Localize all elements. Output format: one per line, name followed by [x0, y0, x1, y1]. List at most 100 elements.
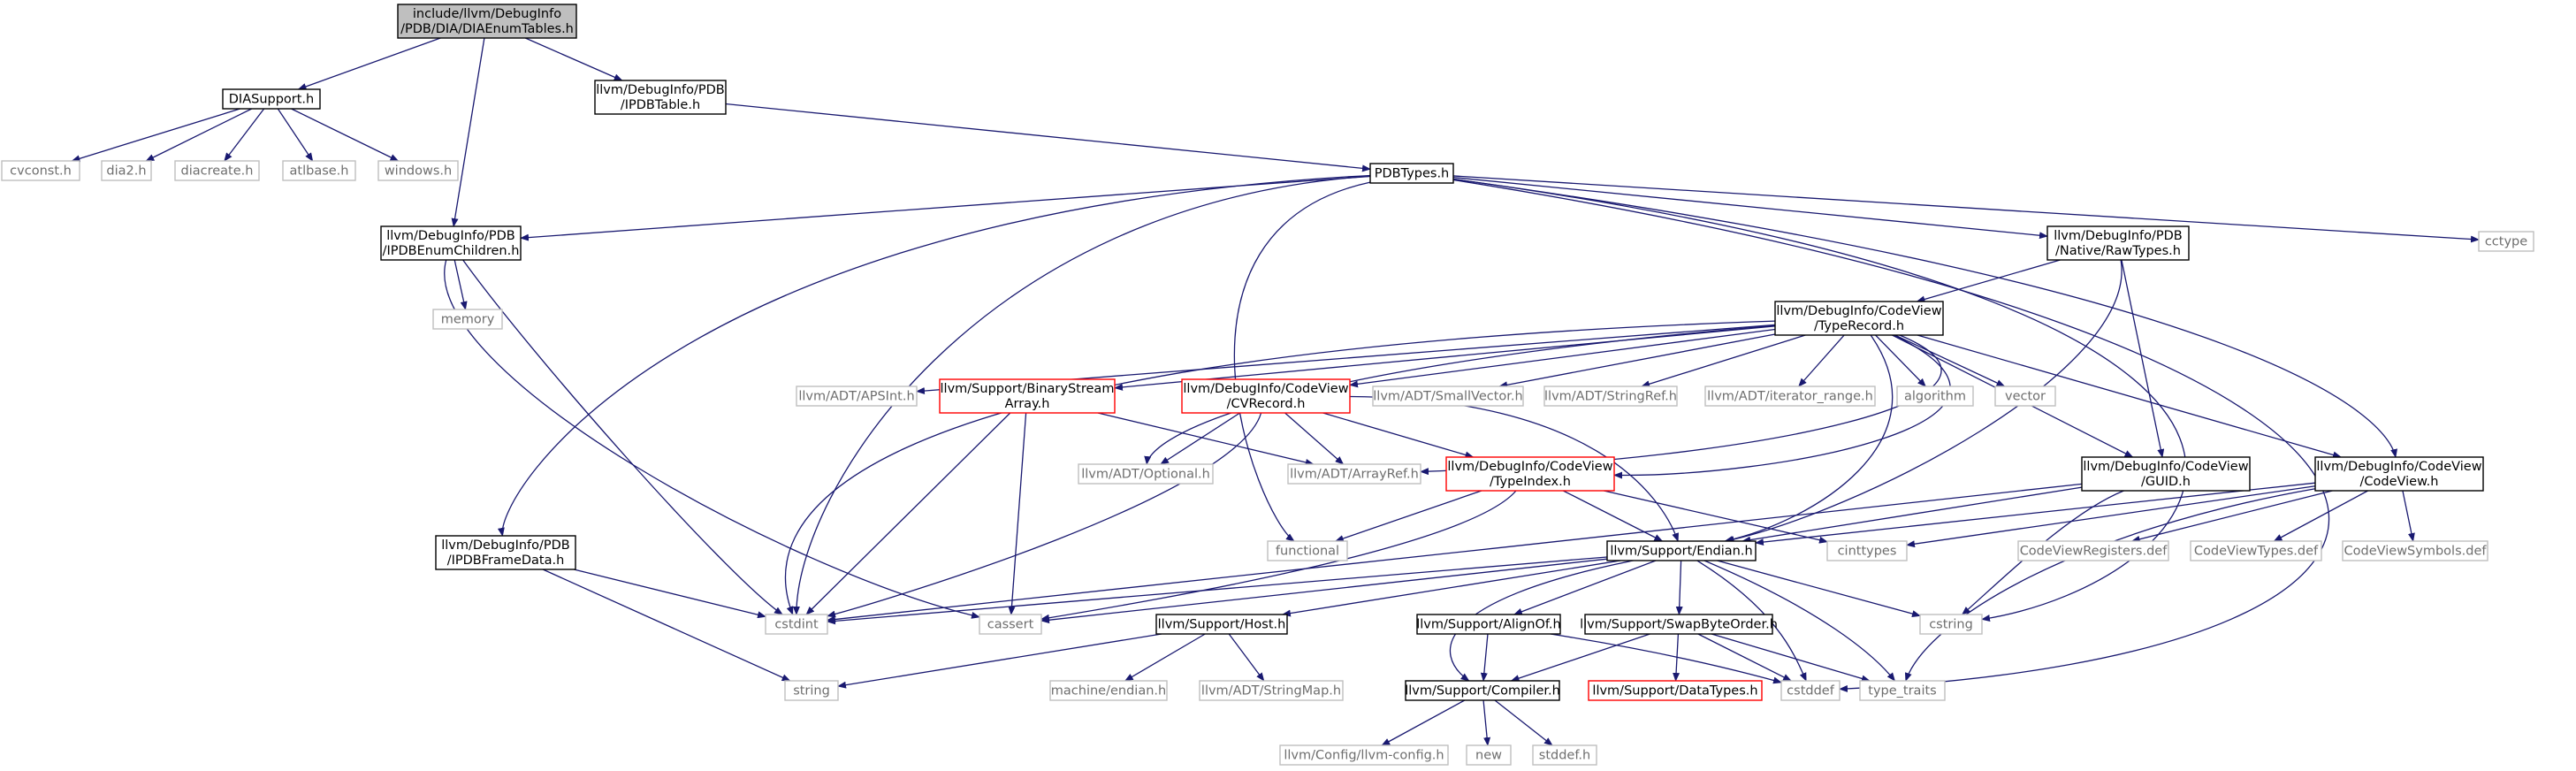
node-endian[interactable]: llvm/Support/Endian.h: [1606, 540, 1757, 561]
node-string[interactable]: string: [784, 680, 839, 701]
node-box-compiler: [1405, 680, 1560, 701]
node-vector[interactable]: vector: [1994, 386, 2056, 407]
edge-diasupport-to-windows: [291, 108, 400, 162]
node-typeindex[interactable]: llvm/DebugInfo/CodeView/TypeIndex.h: [1445, 456, 1615, 492]
node-label-cvrecord-line-0: llvm/DebugInfo/CodeView: [1183, 382, 1348, 396]
node-box-string: [784, 680, 839, 701]
node-box-cassert: [979, 614, 1042, 635]
node-box-swapbyteorder: [1584, 614, 1773, 635]
node-label-typerecord-line-1: /TypeRecord.h: [1814, 319, 1904, 333]
edge-typerecord-to-vector: [1894, 334, 2006, 387]
node-cvregisters[interactable]: CodeViewRegisters.def: [2017, 540, 2169, 561]
edge-host-to-machineendian: [1124, 633, 1206, 682]
node-atlbase[interactable]: atlbase.h: [282, 160, 356, 181]
edge-typerecord-to-algorithm: [1875, 334, 1926, 387]
node-smallvector[interactable]: llvm/ADT/SmallVector.h: [1372, 386, 1524, 407]
node-pdbtypes[interactable]: PDBTypes.h: [1369, 163, 1454, 184]
node-box-diasupport: [222, 88, 321, 110]
node-algorithm[interactable]: algorithm: [1896, 386, 1974, 407]
edge-typerecord-to-iterrange: [1798, 334, 1845, 387]
edge-diasupport-to-dia2: [145, 108, 253, 162]
node-stringmap[interactable]: llvm/ADT/StringMap.h: [1199, 680, 1344, 701]
node-cstdint[interactable]: cstdint: [765, 614, 828, 635]
node-windows[interactable]: windows.h: [377, 160, 459, 181]
node-optional[interactable]: llvm/ADT/Optional.h: [1078, 463, 1214, 485]
node-stddef[interactable]: stddef.h: [1532, 744, 1597, 766]
node-apsint[interactable]: llvm/ADT/APSInt.h: [796, 386, 918, 407]
node-cvconst[interactable]: cvconst.h: [1, 160, 80, 181]
edge-typeindex-to-endian: [1563, 490, 1664, 542]
node-box-cvregisters: [2017, 540, 2169, 561]
edge-cvrecord-to-optional: [1160, 412, 1240, 465]
edge-swapbyteorder-to-cstddef: [1697, 633, 1793, 682]
node-llvmconfig[interactable]: llvm/Config/llvm-config.h: [1279, 744, 1449, 766]
node-label-typeindex-line-1: /TypeIndex.h: [1490, 475, 1571, 489]
node-diacreate[interactable]: diacreate.h: [174, 160, 260, 181]
node-ipdbframedata[interactable]: llvm/DebugInfo/PDB/IPDBFrameData.h: [435, 535, 576, 570]
node-box-cvconst: [1, 160, 80, 181]
node-new[interactable]: new: [1466, 744, 1512, 766]
edge-compiler-to-new: [1482, 699, 1491, 746]
node-label-cstring-line-0: cstring: [1929, 618, 1973, 632]
node-typerecord[interactable]: llvm/DebugInfo/CodeView/TypeRecord.h: [1774, 301, 1944, 336]
node-label-typerecord-line-0: llvm/DebugInfo/CodeView: [1776, 304, 1941, 318]
node-diasupport[interactable]: DIASupport.h: [222, 88, 321, 110]
node-guid[interactable]: llvm/DebugInfo/CodeView/GUID.h: [2081, 456, 2251, 492]
node-label-ipdbtable-line-0: llvm/DebugInfo/PDB: [596, 83, 725, 97]
node-label-cstdint-line-0: cstdint: [774, 618, 819, 632]
node-label-compiler-line-0: llvm/Support/Compiler.h: [1405, 684, 1560, 698]
node-rawtypes[interactable]: llvm/DebugInfo/PDB/Native/RawTypes.h: [2046, 225, 2190, 261]
edge-diasupport-to-diacreate: [224, 108, 265, 162]
node-label-binarystream-line-0: llvm/Support/BinaryStream: [941, 382, 1115, 396]
node-label-apsint-line-0: llvm/ADT/APSInt.h: [798, 390, 914, 404]
edge-rawtypes-to-typerecord: [1916, 259, 2061, 303]
node-label-ipdbframedata-line-0: llvm/DebugInfo/PDB: [441, 538, 570, 553]
node-box-cinttypes: [1826, 540, 1908, 561]
node-label-ipdbenumchildren-line-0: llvm/DebugInfo/PDB: [386, 229, 515, 243]
node-alignof[interactable]: llvm/Support/AlignOf.h: [1416, 614, 1561, 635]
node-functional[interactable]: functional: [1267, 540, 1348, 561]
node-box-diacreate: [174, 160, 260, 181]
edge-binarystream-to-cassert: [1008, 412, 1027, 615]
edge-typerecord-to-endian: [1724, 334, 1894, 543]
edge-codeview-to-cvtypes: [2273, 490, 2368, 542]
node-datatypes[interactable]: llvm/Support/DataTypes.h: [1588, 680, 1763, 701]
node-root[interactable]: include/llvm/DebugInfo/PDB/DIA/DIAEnumTa…: [397, 4, 577, 39]
node-swapbyteorder[interactable]: llvm/Support/SwapByteOrder.h: [1580, 614, 1778, 635]
node-box-optional: [1078, 463, 1214, 485]
node-cctype[interactable]: cctype: [2478, 231, 2534, 252]
node-cinttypes[interactable]: cinttypes: [1826, 540, 1908, 561]
node-cvrecord[interactable]: llvm/DebugInfo/CodeView/CVRecord.h: [1181, 378, 1351, 414]
node-compiler[interactable]: llvm/Support/Compiler.h: [1405, 680, 1560, 701]
node-cvsymbols[interactable]: CodeViewSymbols.def: [2342, 540, 2488, 561]
node-dia2[interactable]: dia2.h: [101, 160, 152, 181]
edge-codeview-to-cvsymbols: [2402, 490, 2415, 542]
node-ipdbenumchildren[interactable]: llvm/DebugInfo/PDB/IPDBEnumChildren.h: [380, 225, 522, 261]
node-typetraits[interactable]: type_traits: [1859, 680, 1946, 701]
node-box-pdbtypes: [1369, 163, 1454, 184]
node-ipdbtable[interactable]: llvm/DebugInfo/PDB/IPDBTable.h: [594, 80, 727, 115]
node-box-root: [397, 4, 577, 39]
node-cvtypes[interactable]: CodeViewTypes.def: [2190, 540, 2322, 561]
node-cstring[interactable]: cstring: [1919, 614, 1983, 635]
node-label-ipdbframedata-line-1: /IPDBFrameData.h: [447, 553, 565, 568]
node-machineendian[interactable]: machine/endian.h: [1049, 680, 1168, 701]
node-label-codeview-line-0: llvm/DebugInfo/CodeView: [2316, 460, 2481, 474]
edge-binarystream-to-arrayref: [1097, 412, 1315, 466]
node-arrayref[interactable]: llvm/ADT/ArrayRef.h: [1287, 463, 1421, 485]
node-codeview[interactable]: llvm/DebugInfo/CodeView/CodeView.h: [2314, 456, 2484, 492]
node-cassert[interactable]: cassert: [979, 614, 1042, 635]
edge-swapbyteorder-to-typetraits: [1711, 633, 1871, 683]
node-label-atlbase-line-0: atlbase.h: [290, 164, 349, 179]
node-label-binarystream-line-1: Array.h: [1005, 397, 1050, 411]
edge-cvrecord-to-cstdint: [827, 412, 1262, 618]
node-cstddef[interactable]: cstddef: [1780, 680, 1841, 701]
node-memory[interactable]: memory: [432, 309, 503, 330]
node-host[interactable]: llvm/Support/Host.h: [1155, 614, 1288, 635]
node-stringref[interactable]: llvm/ADT/StringRef.h: [1543, 386, 1678, 407]
node-iterrange[interactable]: llvm/ADT/iterator_range.h: [1704, 386, 1876, 407]
node-box-atlbase: [282, 160, 356, 181]
edge-endian-to-cstddef: [1696, 560, 1807, 682]
edge-endian-to-alignof: [1513, 560, 1657, 615]
